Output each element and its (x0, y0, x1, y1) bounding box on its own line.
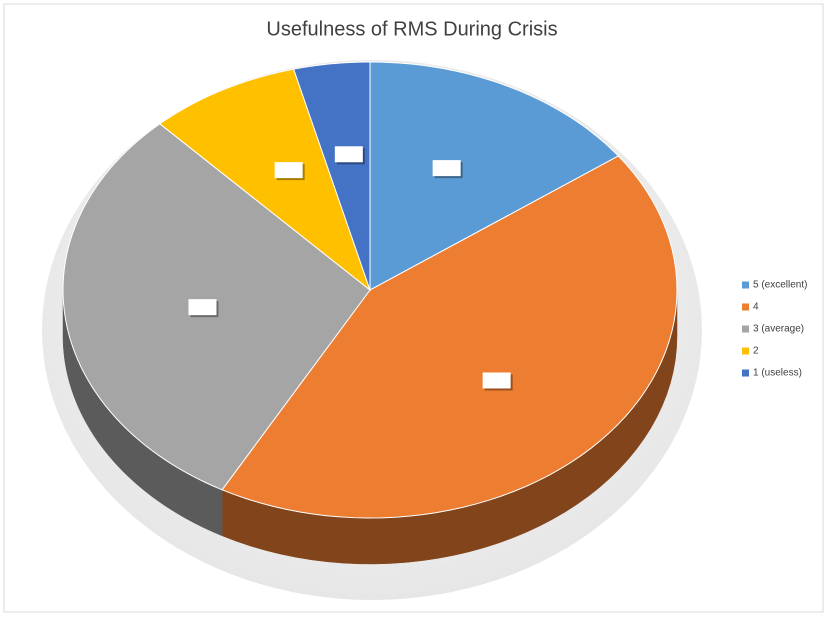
label-box (482, 372, 511, 389)
legend-swatch (742, 303, 749, 311)
legend-label: 2 (753, 346, 759, 357)
slice (62, 123, 371, 491)
legend-swatch (742, 369, 749, 377)
slice (292, 61, 371, 291)
legend: 5 (excellent) 4 3 (average) 2 1 (useless) (742, 280, 807, 379)
slice (159, 68, 372, 292)
pie (62, 61, 678, 565)
label-box (188, 299, 217, 316)
label-box (274, 162, 303, 179)
legend-label: 3 (average) (753, 324, 804, 335)
slice (221, 155, 678, 519)
legend-label: 1 (useless) (753, 368, 802, 379)
legend-label: 5 (excellent) (753, 280, 807, 291)
legend-swatch (742, 281, 749, 289)
label-box (334, 146, 363, 163)
legend-label: 4 (753, 302, 759, 313)
legend-swatch (742, 347, 749, 355)
legend-swatch (742, 325, 749, 333)
label-box (432, 160, 461, 177)
chart-title: Usefulness of RMS During Crisis (266, 18, 557, 40)
slice (369, 61, 620, 291)
